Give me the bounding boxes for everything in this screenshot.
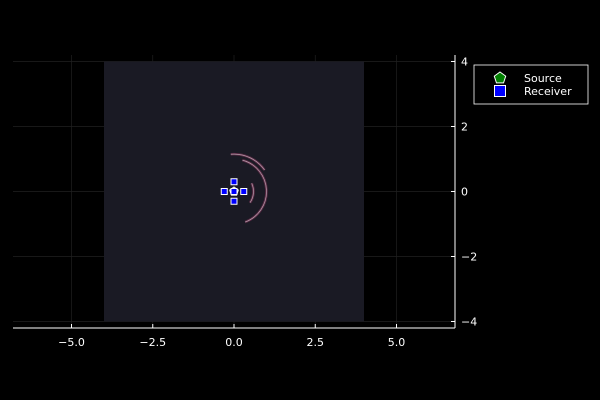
axes: −5.0 −2.5 0.0 2.5 5.0 −4 −2 0 2 4 [13, 55, 477, 349]
receiver-point [230, 178, 238, 186]
markers [220, 178, 248, 205]
x-tick-label: −2.5 [139, 336, 166, 349]
receiver-point [240, 188, 248, 195]
y-tick-label: −4 [461, 316, 477, 329]
x-tick-label: 2.5 [307, 336, 325, 349]
wavefront-arc-highlight-0 [242, 159, 267, 223]
legend-label: Source [524, 72, 562, 85]
legend-box [473, 64, 589, 105]
x-tick-label: 0.0 [225, 336, 243, 349]
y-tick-label: 4 [461, 56, 468, 69]
x-tick-label: 5.0 [388, 336, 406, 349]
y-tick-label: 0 [461, 186, 468, 199]
wavefront-arc-highlight-2 [249, 183, 254, 203]
wavefront-arc-highlight-1 [230, 153, 265, 171]
wavefield-arcs [230, 152, 268, 224]
receiver-point [230, 188, 238, 195]
x-tick-label: −5.0 [58, 336, 85, 349]
y-tick-label: −2 [461, 251, 477, 264]
receiver-point [220, 188, 228, 195]
legend-label: Receiver [524, 85, 572, 98]
legend-source-icon [493, 71, 507, 84]
receiver-point [230, 197, 238, 205]
legend-receiver-icon [494, 85, 506, 97]
y-tick-label: 2 [461, 121, 468, 134]
